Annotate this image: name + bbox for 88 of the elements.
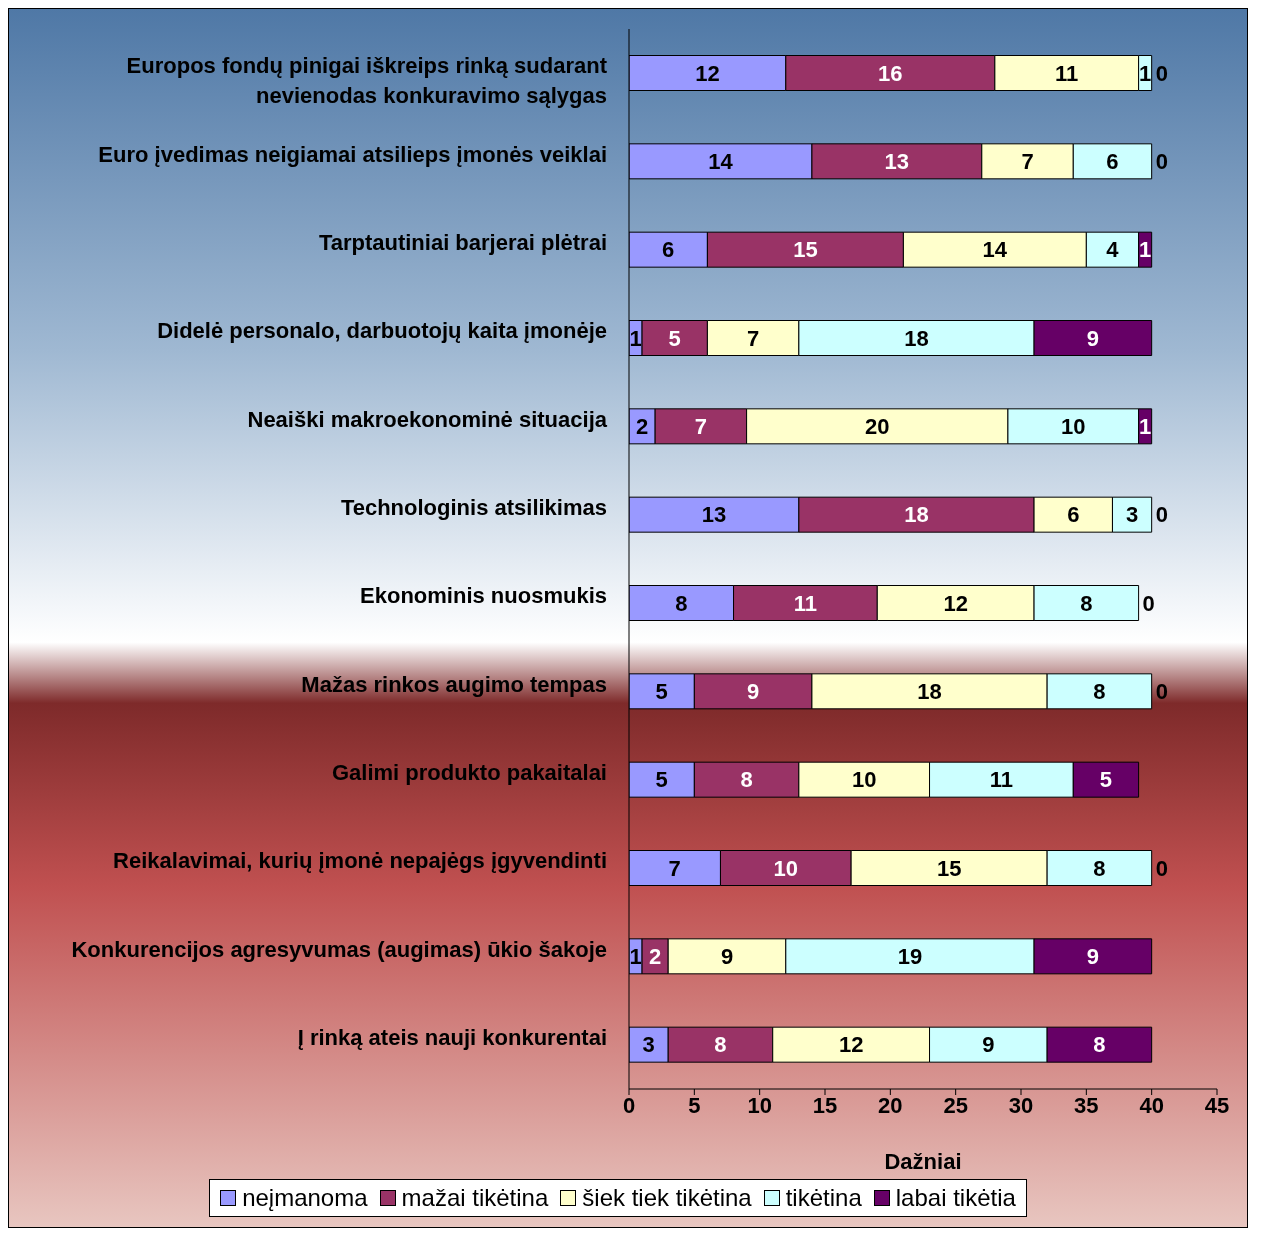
data-label: 8	[1080, 590, 1093, 616]
data-label: 8	[714, 1032, 727, 1058]
data-label: 6	[1106, 148, 1119, 174]
x-tick-label: 10	[747, 1092, 772, 1118]
y-tick-label: Mažas rinkos augimo tempas	[301, 671, 607, 697]
data-label: 0	[1155, 678, 1168, 704]
data-label: 18	[917, 678, 942, 704]
data-label: 14	[982, 237, 1008, 263]
x-tick-label: 45	[1204, 1092, 1230, 1118]
data-label: 7	[668, 855, 681, 881]
data-label: 8	[1093, 855, 1106, 881]
data-label: 6	[662, 237, 675, 263]
data-label: 6	[1067, 502, 1080, 528]
data-label: 1	[1139, 60, 1152, 86]
data-label: 8	[1093, 678, 1106, 704]
data-label: 9	[982, 1032, 995, 1058]
data-label: 1	[629, 325, 642, 351]
y-tick-label: Galimi produkto pakaitalai	[331, 759, 607, 785]
x-tick-label: 35	[1074, 1092, 1099, 1118]
data-label: 1	[1139, 237, 1152, 263]
data-label: 18	[904, 502, 929, 528]
data-label: 3	[1125, 502, 1139, 528]
y-tick-label: Ekonominis nuosmukis	[360, 583, 607, 609]
data-label: 5	[655, 767, 668, 793]
data-label: 10	[851, 767, 877, 793]
data-label: 1	[1139, 413, 1152, 439]
data-label: 7	[1021, 148, 1034, 174]
data-label: 4	[1106, 237, 1120, 263]
data-label: 10	[1061, 413, 1086, 439]
data-label: 8	[1093, 1032, 1106, 1058]
y-tick-label: Europos fondų pinigai iškreips rinką sudarant nevienodas konkuravimo sąlygas	[126, 53, 608, 109]
data-label: 7	[694, 413, 707, 439]
data-label: 7	[747, 325, 760, 351]
data-label: 0	[1155, 855, 1168, 881]
data-label: 14	[708, 148, 734, 174]
x-axis-title: Dažniai	[884, 1149, 962, 1174]
data-label: 13	[701, 502, 727, 528]
data-label: 12	[695, 60, 720, 86]
data-label: 16	[878, 60, 903, 86]
data-label: 15	[793, 237, 818, 263]
data-label: 0	[1142, 590, 1155, 616]
x-tick-label: 25	[943, 1092, 968, 1118]
data-label: 9	[1086, 325, 1099, 351]
legend-label: mažai tikėtina	[401, 1184, 549, 1212]
data-label: 9	[720, 943, 734, 969]
data-label: 12	[838, 1032, 864, 1058]
x-tick-label: 40	[1139, 1092, 1164, 1118]
y-tick-label: Į rinką ateis nauji konkurentai	[297, 1024, 607, 1050]
data-label: 8	[675, 590, 688, 616]
data-label: 9	[1086, 943, 1099, 969]
data-label: 2	[635, 413, 649, 439]
data-label: 2	[649, 943, 662, 969]
data-label: 13	[884, 148, 910, 174]
y-tick-label: Didelė personalo, darbuotojų kaita įmonėje	[157, 318, 607, 344]
data-label: 20	[865, 413, 890, 439]
data-label: 15	[936, 855, 962, 881]
data-label: 1	[629, 943, 642, 969]
data-label: 5	[668, 325, 681, 351]
y-tick-label: Konkurencijos agresyvumas (augimas) ūkio šakoje	[71, 936, 607, 962]
data-label: 11	[989, 767, 1014, 793]
legend-label: tikėtina	[785, 1184, 862, 1212]
data-label: 0	[1155, 502, 1168, 528]
data-label: 18	[904, 325, 929, 351]
y-tick-label: Neaiški makroekonominė situacija	[247, 406, 608, 432]
y-tick-label: Technologinis atsilikimas	[340, 494, 607, 520]
data-label: 5	[655, 678, 668, 704]
data-label: 0	[1155, 60, 1168, 86]
data-label: 0	[1155, 148, 1168, 174]
y-tick-label: Euro įvedimas neigiamai atsilieps įmonės veiklai	[98, 141, 607, 167]
data-label: 8	[740, 767, 753, 793]
data-label: 10	[773, 855, 799, 881]
data-label: 19	[897, 943, 923, 969]
x-tick-label: 0	[622, 1092, 636, 1118]
legend-label: labai tikėtia	[895, 1184, 1016, 1212]
y-tick-label: Reikalavimai, kurių įmonė nepajėgs įgyvendinti	[113, 848, 607, 874]
data-label: 12	[943, 590, 968, 616]
data-label: 11	[793, 590, 818, 616]
x-tick-label: 30	[1008, 1092, 1034, 1118]
x-tick-label: 15	[812, 1092, 838, 1118]
data-label: 11	[1055, 60, 1079, 86]
y-tick-label: Tarptautiniai barjerai plėtrai	[318, 229, 607, 255]
legend-label: neįmanoma	[242, 1184, 368, 1212]
legend-label: šiek tiek tikėtina	[582, 1184, 752, 1212]
data-label: 5	[1099, 767, 1113, 793]
data-label: 3	[642, 1032, 655, 1058]
x-tick-label: 5	[688, 1092, 701, 1118]
data-label: 9	[747, 678, 760, 704]
x-tick-label: 20	[878, 1092, 903, 1118]
